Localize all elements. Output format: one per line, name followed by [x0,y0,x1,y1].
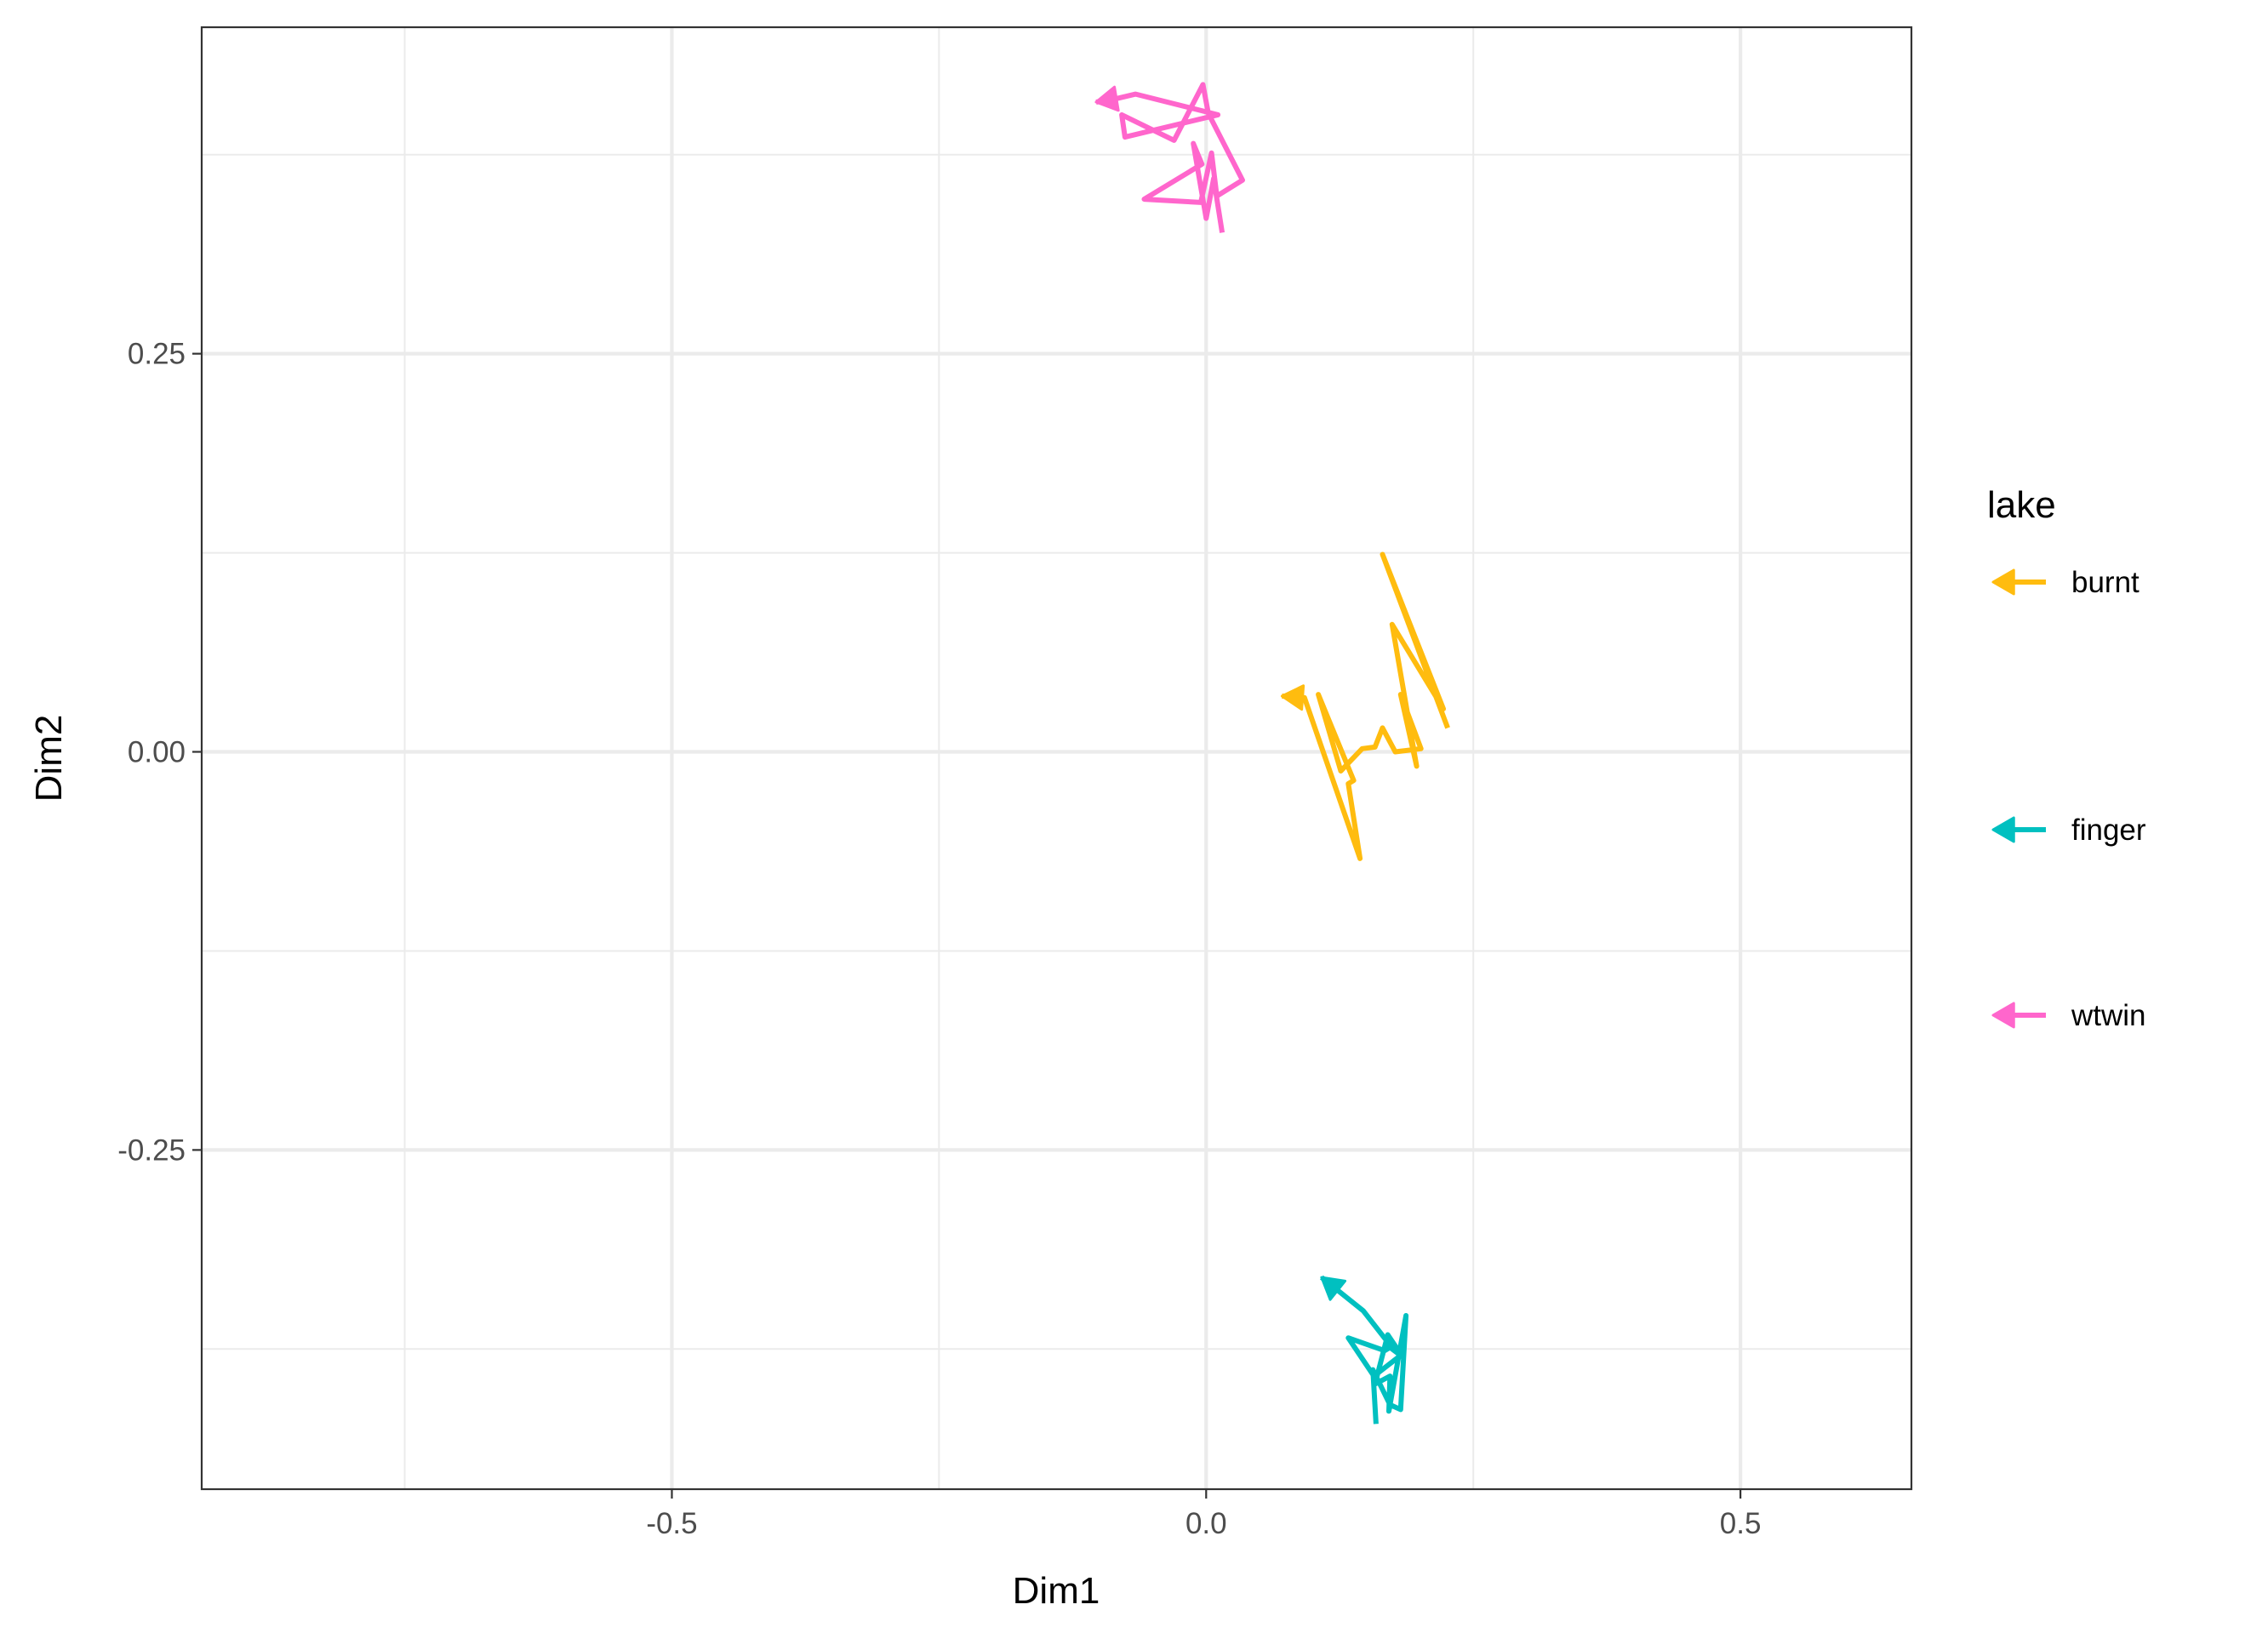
grid-minor [202,27,1911,1489]
y-tick-label: -0.25 [117,1133,186,1167]
legend: lake burnt finger wtwin [1987,484,2146,1032]
legend-key-arrowhead [1991,816,2015,843]
legend-item-wtwin: wtwin [1991,999,2146,1032]
plot-background [202,27,1911,1489]
plot-panel-border [200,26,1913,1491]
series-arrowhead-burnt [1280,684,1305,711]
x-tick-label: 0.0 [1185,1507,1227,1540]
x-axis-title: Dim1 [1013,1570,1100,1612]
y-axis-title: Dim2 [28,715,70,802]
legend-label: wtwin [2071,999,2146,1032]
series-line-finger [1320,1275,1409,1425]
series-line-burnt [1282,551,1450,861]
legend-key-arrowhead [1991,1002,2015,1029]
y-tick-label: 0.25 [128,338,186,371]
legend-label: finger [2071,814,2146,847]
series-line-wtwin [1095,82,1245,233]
series-lines [1094,82,1450,1425]
y-axis: -0.25 0.00 0.25 [117,338,202,1167]
legend-item-finger: finger [1991,814,2146,847]
legend-key-arrowhead [1991,568,2015,596]
grid-major [202,27,1911,1489]
legend-label: burnt [2071,566,2139,599]
series-arrowhead-wtwin [1094,85,1120,112]
x-tick-label: 0.5 [1720,1507,1762,1540]
legend-title: lake [1987,484,2056,526]
y-tick-label: 0.00 [128,736,186,769]
x-axis: -0.5 0.0 0.5 [646,1489,1761,1540]
series-arrowhead-finger [1320,1276,1347,1301]
legend-item-burnt: burnt [1991,566,2139,599]
x-tick-label: -0.5 [646,1507,697,1540]
